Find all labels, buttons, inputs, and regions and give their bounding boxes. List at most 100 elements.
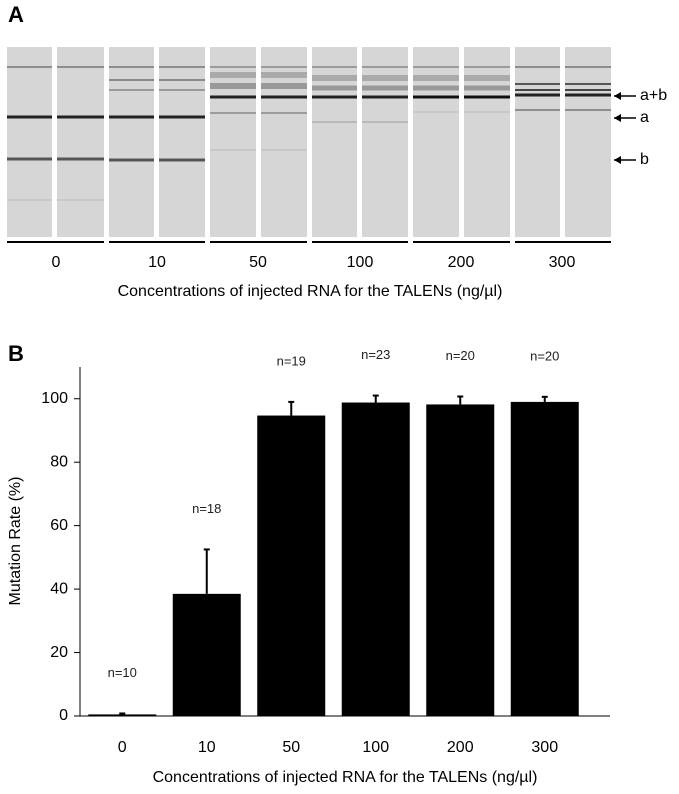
gel-band	[109, 79, 154, 81]
bar	[510, 401, 579, 716]
y-axis-label: Mutation Rate (%)	[7, 477, 24, 606]
bar-annotation: n=23	[361, 347, 390, 362]
bar-annotation: n=20	[446, 348, 475, 363]
bar-annotation: n=20	[530, 348, 559, 363]
gel-lane	[57, 47, 104, 237]
gel-band	[7, 157, 52, 161]
gel-band	[413, 111, 459, 113]
gel-band	[210, 72, 256, 78]
gel-band	[210, 83, 256, 89]
gel-band	[7, 199, 52, 201]
lane-group-label: 300	[549, 254, 576, 271]
gel-band	[210, 66, 256, 68]
bar-annotation: n=19	[277, 353, 306, 368]
gel-band	[312, 85, 357, 91]
error-bar	[372, 394, 379, 403]
gel-band	[159, 115, 205, 119]
x-tick-label: 0	[118, 739, 127, 756]
bar-annotation: n=18	[192, 501, 221, 516]
error-bar	[203, 548, 210, 594]
x-tick-label: 300	[531, 739, 558, 756]
band-label: a	[640, 109, 649, 126]
gel-x-label: Concentrations of injected RNA for the T…	[118, 283, 503, 300]
gel-band	[515, 109, 560, 111]
gel-band	[7, 66, 52, 68]
gel-band	[362, 75, 408, 81]
gel-band	[515, 89, 560, 91]
gel-lane	[515, 47, 560, 237]
gel-band	[261, 95, 307, 99]
gel-band	[261, 112, 307, 114]
gel-band	[565, 93, 611, 97]
gel-band	[413, 66, 459, 68]
error-bar	[288, 400, 295, 416]
error-bar	[541, 395, 548, 402]
gel-band	[362, 95, 408, 99]
gel-band	[362, 85, 408, 91]
gel-band	[565, 83, 611, 85]
gel-lane	[159, 47, 205, 237]
panel-label: B	[8, 341, 24, 366]
x-tick-label: 200	[447, 739, 474, 756]
lane-group-label: 50	[249, 254, 267, 271]
gel-band	[109, 115, 154, 119]
gel-lane	[565, 47, 611, 237]
gel-band	[261, 66, 307, 68]
gel-band	[362, 121, 408, 123]
gel-band	[159, 66, 205, 68]
error-bar	[119, 712, 126, 715]
y-tick-label: 0	[59, 707, 68, 724]
y-tick-label: 40	[50, 580, 68, 597]
bar	[172, 593, 241, 716]
arrow-head	[614, 114, 621, 122]
band-label: a+b	[640, 87, 667, 104]
y-tick-label: 20	[50, 644, 68, 661]
gel-band	[464, 95, 510, 99]
bar	[257, 415, 326, 716]
lane-group-label: 100	[347, 254, 374, 271]
gel-band	[312, 121, 357, 123]
gel-band	[413, 85, 459, 91]
gel-band	[515, 93, 560, 97]
lane-group-label: 10	[148, 254, 166, 271]
gel-band	[210, 95, 256, 99]
gel-lane	[261, 47, 307, 237]
gel-band	[159, 79, 205, 81]
gel-band	[261, 72, 307, 78]
gel-band	[261, 149, 307, 151]
gel-band	[57, 66, 104, 68]
gel-band	[464, 75, 510, 81]
gel-band	[565, 109, 611, 111]
gel-band	[413, 95, 459, 99]
x-axis-label: Concentrations of injected RNA for the T…	[153, 769, 538, 786]
lane-group-label: 200	[448, 254, 475, 271]
arrow-head	[614, 156, 621, 164]
gel-band	[464, 111, 510, 113]
gel-band	[57, 199, 104, 201]
gel-band	[464, 66, 510, 68]
bar	[341, 402, 410, 716]
gel-band	[210, 149, 256, 151]
band-label: b	[640, 151, 649, 168]
gel-band	[464, 85, 510, 91]
gel-band	[565, 66, 611, 68]
gel-band	[312, 66, 357, 68]
gel-band	[7, 115, 52, 119]
gel-band	[565, 89, 611, 91]
gel-band	[159, 89, 205, 91]
gel-band	[210, 112, 256, 114]
gel-band	[109, 66, 154, 68]
gel-band	[515, 66, 560, 68]
gel-lane	[7, 47, 52, 237]
gel-band	[109, 158, 154, 162]
bar	[88, 714, 157, 716]
gel-band	[312, 95, 357, 99]
gel-band	[159, 158, 205, 162]
gel-lane	[210, 47, 256, 237]
gel-band	[413, 75, 459, 81]
gel-band	[312, 75, 357, 81]
arrow-head	[614, 92, 621, 100]
gel-band	[515, 83, 560, 85]
y-tick-label: 80	[50, 453, 68, 470]
